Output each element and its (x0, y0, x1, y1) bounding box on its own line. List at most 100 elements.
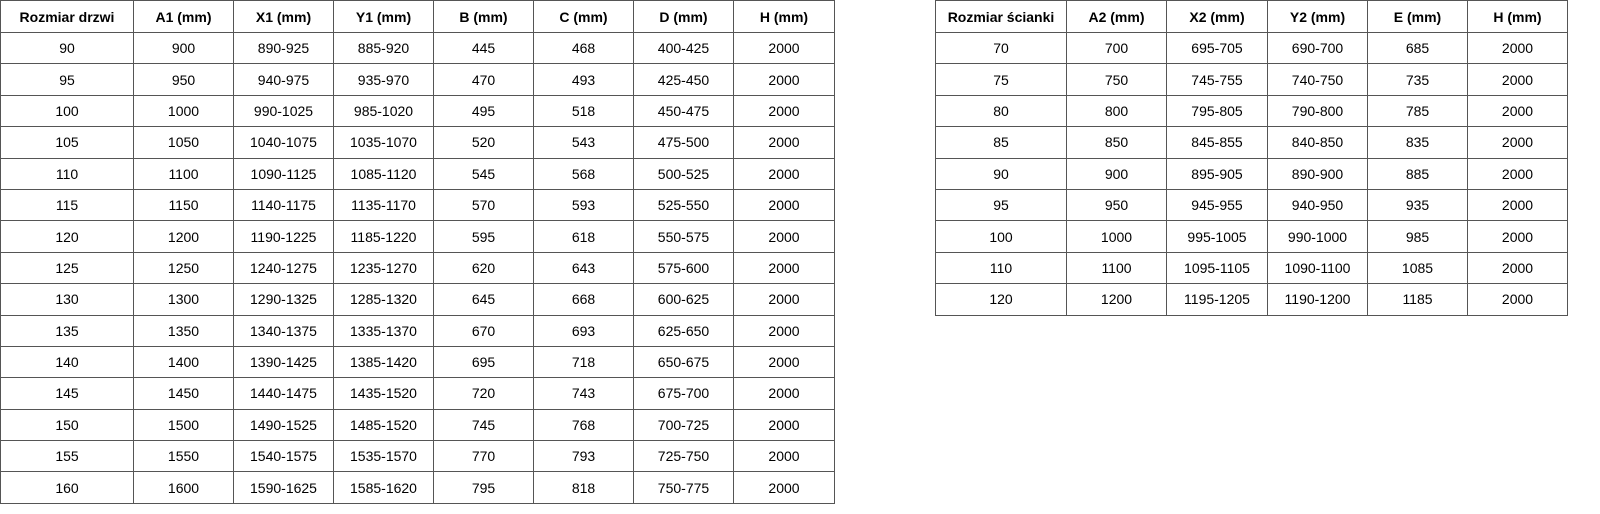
table-cell: 545 (433, 157, 534, 190)
table-cell: 130 (0, 283, 134, 316)
table-cell: 2000 (1467, 94, 1568, 128)
table-cell: 900 (1066, 157, 1167, 190)
table-cell: 2000 (733, 283, 835, 316)
table-cell: 643 (533, 251, 634, 285)
table-cell: 840-850 (1267, 126, 1368, 159)
table-cell: 650-675 (633, 345, 734, 379)
table-cell: 1090-1125 (233, 157, 334, 190)
table-cell: 790-800 (1267, 94, 1368, 128)
table-cell: 700 (1066, 31, 1167, 65)
table-cell: 2000 (1467, 220, 1568, 253)
table-cell: 750-775 (633, 471, 734, 504)
table-cell: 850 (1066, 126, 1167, 159)
table-cell: 995-1005 (1166, 220, 1268, 253)
table-row: 95 950 945-955 940-950 935 2000 (935, 188, 1568, 222)
column-header: Y1 (mm) (333, 0, 434, 33)
table-cell: 2000 (733, 440, 835, 473)
table-cell: 990-1000 (1267, 220, 1368, 253)
table-cell: 950 (133, 63, 234, 96)
table-row: 135 1350 1340-1375 1335-1370 670 693 625-650 20… (0, 314, 835, 347)
table-row: 100 1000 990-1025 985-1020 495 518 450-475 2000 (0, 94, 835, 128)
table-cell: 2000 (733, 126, 835, 159)
table-cell: 2000 (1467, 126, 1568, 159)
table-cell: 90 (935, 157, 1067, 190)
column-header: Y2 (mm) (1267, 0, 1368, 33)
table-cell: 1600 (133, 471, 234, 504)
column-header: Rozmiar drzwi (0, 0, 134, 33)
table-cell: 400-425 (633, 31, 734, 65)
table-cell: 105 (0, 126, 134, 159)
table-row: 155 1550 1540-1575 1535-1570 770 793 725-750 20… (0, 440, 835, 473)
table-cell: 120 (0, 220, 134, 253)
table-cell: 935-970 (333, 63, 434, 96)
table-cell: 1385-1420 (333, 345, 434, 379)
table-cell: 543 (533, 126, 634, 159)
table-cell: 593 (533, 188, 634, 222)
table-row: 145 1450 1440-1475 1435-1520 720 743 675-700 20… (0, 377, 835, 410)
table-cell: 768 (533, 408, 634, 442)
wall-dimensions-table: Rozmiar ścianki A2 (mm) X2 (mm) Y2 (mm) E (m… (935, 0, 1568, 316)
table-cell: 885-920 (333, 31, 434, 65)
table-cell: 1285-1320 (333, 283, 434, 316)
table-row: 70 700 695-705 690-700 685 2000 (935, 31, 1568, 65)
table-cell: 795 (433, 471, 534, 504)
table-cell: 685 (1367, 31, 1468, 65)
table-cell: 85 (935, 126, 1067, 159)
table-cell: 890-900 (1267, 157, 1368, 190)
table-cell: 990-1025 (233, 94, 334, 128)
table-row: 95 950 940-975 935-970 470 493 425-450 2000 (0, 63, 835, 96)
table-cell: 1290-1325 (233, 283, 334, 316)
table-cell: 2000 (733, 94, 835, 128)
table-cell: 110 (935, 251, 1067, 285)
table-cell: 720 (433, 377, 534, 410)
column-header: A1 (mm) (133, 0, 234, 33)
table-cell: 700-725 (633, 408, 734, 442)
column-header: Rozmiar ścianki (935, 0, 1067, 33)
column-header: X1 (mm) (233, 0, 334, 33)
table-cell: 2000 (733, 345, 835, 379)
table-cell: 110 (0, 157, 134, 190)
table-cell: 520 (433, 126, 534, 159)
table-cell: 1485-1520 (333, 408, 434, 442)
table-cell: 1085-1120 (333, 157, 434, 190)
table-cell: 1340-1375 (233, 314, 334, 347)
table-cell: 100 (935, 220, 1067, 253)
table-row: 110 1100 1090-1125 1085-1120 545 568 500-525 20… (0, 157, 835, 190)
table-cell: 740-750 (1267, 63, 1368, 96)
table-cell: 745-755 (1166, 63, 1268, 96)
table-cell: 518 (533, 94, 634, 128)
table-cell: 2000 (733, 63, 835, 96)
table-cell: 693 (533, 314, 634, 347)
table-cell: 2000 (733, 220, 835, 253)
table-row: 150 1500 1490-1525 1485-1520 745 768 700-725 20… (0, 408, 835, 442)
table-cell: 793 (533, 440, 634, 473)
table-cell: 2000 (1467, 63, 1568, 96)
table-cell: 1535-1570 (333, 440, 434, 473)
table-cell: 1335-1370 (333, 314, 434, 347)
table-cell: 2000 (1467, 251, 1568, 285)
table-row: 115 1150 1140-1175 1135-1170 570 593 525-550 20… (0, 188, 835, 222)
table-cell: 1135-1170 (333, 188, 434, 222)
table-cell: 2000 (733, 188, 835, 222)
table-cell: 785 (1367, 94, 1468, 128)
table-cell: 450-475 (633, 94, 734, 128)
header-row: Rozmiar ścianki A2 (mm) X2 (mm) Y2 (mm) E (m… (935, 0, 1568, 33)
table-cell: 618 (533, 220, 634, 253)
table-cell: 150 (0, 408, 134, 442)
table-cell: 1195-1205 (1166, 283, 1268, 316)
table-cell: 985-1020 (333, 94, 434, 128)
table-cell: 125 (0, 251, 134, 285)
table-cell: 2000 (733, 408, 835, 442)
table-cell: 743 (533, 377, 634, 410)
table-cell: 725-750 (633, 440, 734, 473)
table-cell: 500-525 (633, 157, 734, 190)
table-cell: 140 (0, 345, 134, 379)
table-cell: 885 (1367, 157, 1468, 190)
table-cell: 1200 (133, 220, 234, 253)
table-cell: 80 (935, 94, 1067, 128)
table-cell: 1035-1070 (333, 126, 434, 159)
table-cell: 95 (935, 188, 1067, 222)
table-row: 90 900 890-925 885-920 445 468 400-425 2000 (0, 31, 835, 65)
table-cell: 90 (0, 31, 134, 65)
table-row: 125 1250 1240-1275 1235-1270 620 643 575-600 20… (0, 251, 835, 285)
